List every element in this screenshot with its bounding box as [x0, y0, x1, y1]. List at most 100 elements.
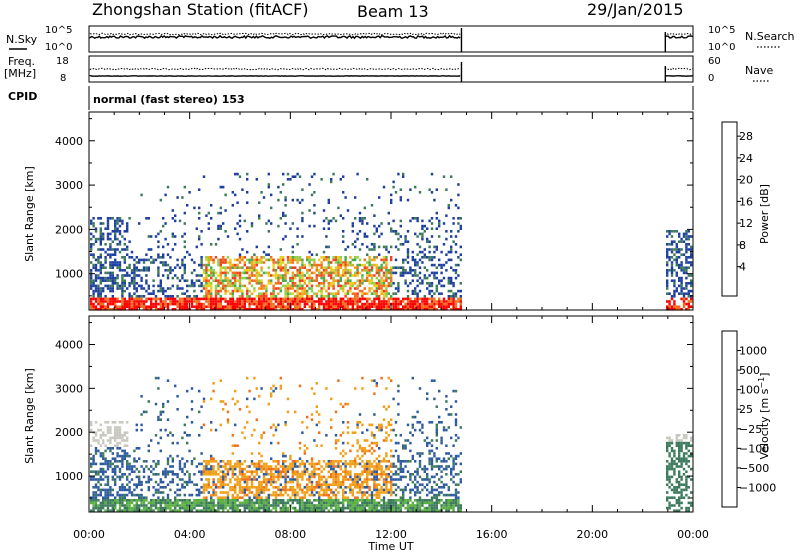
- heatmap-cell: [229, 478, 232, 481]
- heatmap-cell: [378, 274, 381, 277]
- heatmap-cell: [181, 436, 184, 440]
- heatmap-cell: [279, 217, 282, 220]
- heatmap-cell: [402, 305, 405, 308]
- heatmap-cell: [102, 499, 105, 502]
- heatmap-cell: [104, 475, 107, 479]
- heatmap-cell: [267, 465, 270, 468]
- heatmap-cell: [246, 300, 249, 303]
- heatmap-cell: [680, 276, 683, 280]
- heatmap-cell: [118, 224, 122, 228]
- heatmap-cell: [380, 467, 383, 471]
- heatmap-cell: [306, 426, 309, 429]
- heatmap-cell: [373, 305, 376, 308]
- heatmap-cell: [418, 452, 422, 455]
- heatmap-cell: [130, 499, 134, 502]
- heatmap-cell: [363, 235, 366, 238]
- heatmap-cell: [214, 308, 218, 311]
- heatmap-cell: [222, 282, 225, 285]
- heatmap-cell: [212, 297, 215, 301]
- heatmap-cell: [241, 302, 244, 306]
- heatmap-cell: [181, 483, 184, 486]
- heatmap-cell: [310, 501, 314, 505]
- heatmap-cell: [370, 287, 374, 290]
- heatmap-cell: [382, 258, 386, 262]
- heatmap-cell: [260, 297, 263, 301]
- heatmap-cell: [90, 499, 93, 502]
- heatmap-cell: [97, 289, 100, 293]
- heatmap-cell: [130, 308, 134, 311]
- heatmap-cell: [106, 428, 110, 432]
- heatmap-cell: [282, 279, 285, 282]
- heatmap-cell: [231, 302, 234, 306]
- heatmap-cell: [123, 449, 126, 453]
- heatmap-cell: [214, 428, 218, 432]
- heatmap-cell: [404, 488, 407, 492]
- heatmap-cell: [102, 441, 105, 445]
- heatmap-cell: [342, 300, 345, 303]
- heatmap-cell: [380, 263, 383, 267]
- heatmap-cell: [260, 269, 263, 272]
- heatmap-cell: [296, 493, 299, 497]
- heatmap-cell: [99, 282, 102, 285]
- heatmap-cell: [416, 410, 419, 414]
- heatmap-cell: [421, 256, 424, 259]
- heatmap-cell: [198, 499, 201, 502]
- heatmap-cell: [118, 478, 122, 481]
- heatmap-cell: [385, 274, 388, 277]
- heatmap-cell: [310, 258, 314, 262]
- heatmap-cell: [349, 462, 352, 466]
- heatmap-cell: [262, 271, 266, 275]
- heatmap-cell: [289, 478, 292, 481]
- heatmap-cell: [219, 475, 222, 479]
- heatmap-cell: [291, 256, 294, 259]
- heatmap-cell: [140, 465, 143, 468]
- heatmap-cell: [445, 237, 448, 241]
- heatmap-cell: [219, 269, 222, 272]
- heatmap-cell: [238, 295, 242, 298]
- heatmap-cell: [330, 269, 333, 272]
- heatmap-cell: [126, 499, 129, 502]
- heatmap-cell: [378, 501, 381, 505]
- heatmap-cell: [315, 410, 318, 414]
- heatmap-cell: [99, 230, 102, 233]
- heatmap-cell: [176, 295, 179, 298]
- heatmap-cell: [99, 222, 102, 225]
- heatmap-cell: [330, 274, 333, 277]
- heatmap-cell: [142, 305, 146, 308]
- heatmap-cell: [133, 504, 136, 507]
- heatmap-cell: [397, 282, 400, 285]
- heatmap-cell: [238, 258, 242, 262]
- heatmap-cell: [344, 282, 347, 285]
- heatmap-cell: [219, 282, 222, 285]
- heatmap-cell: [279, 509, 282, 512]
- heatmap-cell: [166, 499, 170, 502]
- heatmap-cell: [198, 206, 201, 210]
- heatmap-cell: [296, 302, 299, 306]
- heatmap-cell: [246, 250, 249, 254]
- heatmap-cell: [171, 300, 174, 303]
- heatmap-cell: [181, 457, 184, 460]
- heatmap-cell: [186, 501, 189, 505]
- heatmap-cell: [217, 473, 220, 476]
- heatmap-cell: [382, 480, 386, 484]
- heatmap-cell: [375, 465, 378, 468]
- heatmap-cell: [114, 506, 117, 510]
- heatmap-cell: [222, 261, 225, 264]
- heatmap-cell: [219, 227, 222, 230]
- heatmap-cell: [140, 501, 143, 505]
- heatmap-cell: [385, 426, 388, 429]
- heatmap-cell: [104, 256, 107, 259]
- heatmap-cell: [397, 287, 400, 290]
- heatmap-cell: [320, 276, 323, 280]
- heatmap-cell: [178, 462, 182, 466]
- heatmap-cell: [229, 460, 232, 463]
- heatmap-cell: [246, 266, 249, 269]
- heatmap-cell: [409, 431, 412, 434]
- heatmap-cell: [291, 302, 294, 306]
- heatmap-cell: [349, 269, 352, 272]
- heatmap-cell: [277, 423, 280, 427]
- heatmap-cell: [238, 256, 242, 259]
- heatmap-cell: [459, 308, 462, 311]
- heatmap-cell: [114, 305, 117, 308]
- heatmap-cell: [106, 284, 110, 288]
